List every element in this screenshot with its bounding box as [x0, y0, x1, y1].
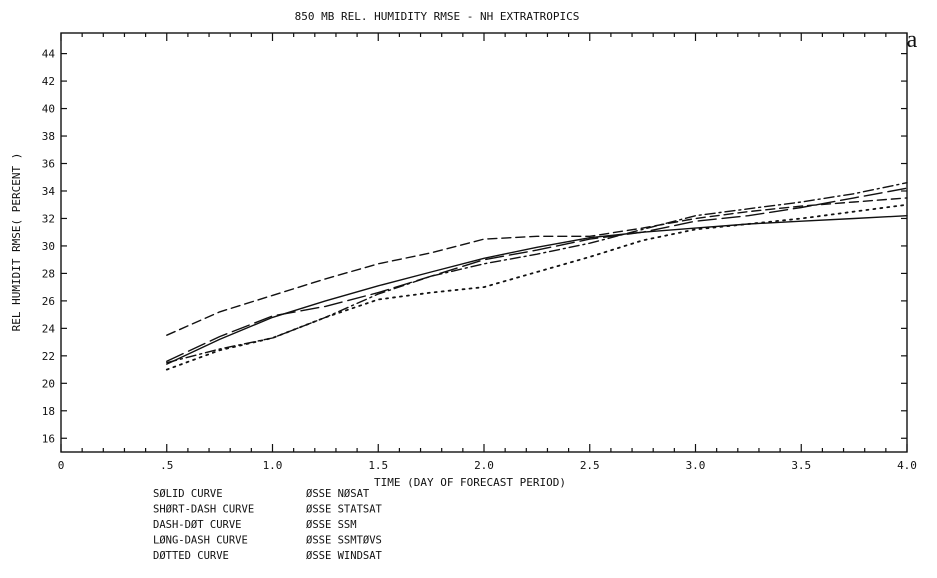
- legend-label: SØLID CURVE: [153, 488, 223, 500]
- y-tick-label: 28: [42, 267, 55, 280]
- x-tick-label: 2.5: [580, 459, 600, 472]
- y-tick-label: 22: [42, 350, 55, 363]
- x-tick-label: .5: [160, 459, 173, 472]
- legend-value: ØSSE STATSAT: [306, 504, 383, 516]
- x-tick-label: 0: [58, 459, 65, 472]
- x-tick-label: 3.0: [686, 459, 706, 472]
- series-line-short-dash: [166, 197, 908, 336]
- y-tick-label: 34: [42, 185, 56, 198]
- chart-title: 850 MB REL. HUMIDITY RMSE - NH EXTRATROP…: [295, 10, 580, 23]
- y-tick-label: 44: [42, 48, 56, 61]
- y-tick-label: 40: [42, 103, 55, 116]
- legend-label: DASH-DØT CURVE: [153, 519, 242, 531]
- legend-label: LØNG-DASH CURVE: [153, 535, 248, 547]
- x-axis: 0 .5 1.0 1.5 2.0 2.5 3.0 3.5 4.0: [58, 33, 917, 472]
- y-axis-label: REL HUMIDIT RMSE( PERCENT ): [10, 153, 23, 332]
- x-axis-label: TIME (DAY OF FORECAST PERIOD): [374, 476, 566, 489]
- y-tick-label: 38: [42, 130, 55, 143]
- y-tick-label: 32: [42, 212, 55, 225]
- legend-value: ØSSE NØSAT: [306, 488, 370, 500]
- y-tick-label: 26: [42, 295, 55, 308]
- x-tick-label: 1.5: [368, 459, 388, 472]
- y-tick-label: 42: [42, 75, 55, 88]
- x-tick-label: 1.0: [263, 459, 283, 472]
- x-tick-label: 2.0: [474, 459, 494, 472]
- x-tick-label: 3.5: [791, 459, 811, 472]
- legend: SØLID CURVE ØSSE NØSAT SHØRT-DASH CURVE ØSS…: [153, 488, 383, 562]
- legend-value: ØSSE WINDSAT: [306, 550, 383, 562]
- y-tick-label: 18: [42, 405, 55, 418]
- series-line-long-dash: [166, 187, 908, 362]
- y-tick-label: 16: [42, 432, 55, 445]
- panel-label: a: [907, 27, 918, 53]
- x-tick-label: 4.0: [897, 459, 917, 472]
- y-axis: 16 18 20 22 24 26 28 30 32 34 36 38 40 42 44: [42, 48, 907, 445]
- legend-value: ØSSE SSMTØVS: [306, 535, 382, 547]
- legend-label: SHØRT-DASH CURVE: [153, 504, 254, 516]
- y-tick-label: 20: [42, 377, 55, 390]
- series-line-solid: [166, 214, 908, 365]
- legend-label: DØTTED CURVE: [153, 550, 229, 562]
- y-tick-label: 24: [42, 322, 56, 335]
- series-line-dash-dot: [166, 181, 908, 364]
- plot-frame: [60, 32, 908, 453]
- legend-value: ØSSE SSM: [306, 519, 357, 531]
- y-tick-label: 30: [42, 240, 55, 253]
- series-layer: [165, 181, 908, 371]
- series-line-dotted: [165, 203, 908, 371]
- y-tick-label: 36: [42, 158, 55, 171]
